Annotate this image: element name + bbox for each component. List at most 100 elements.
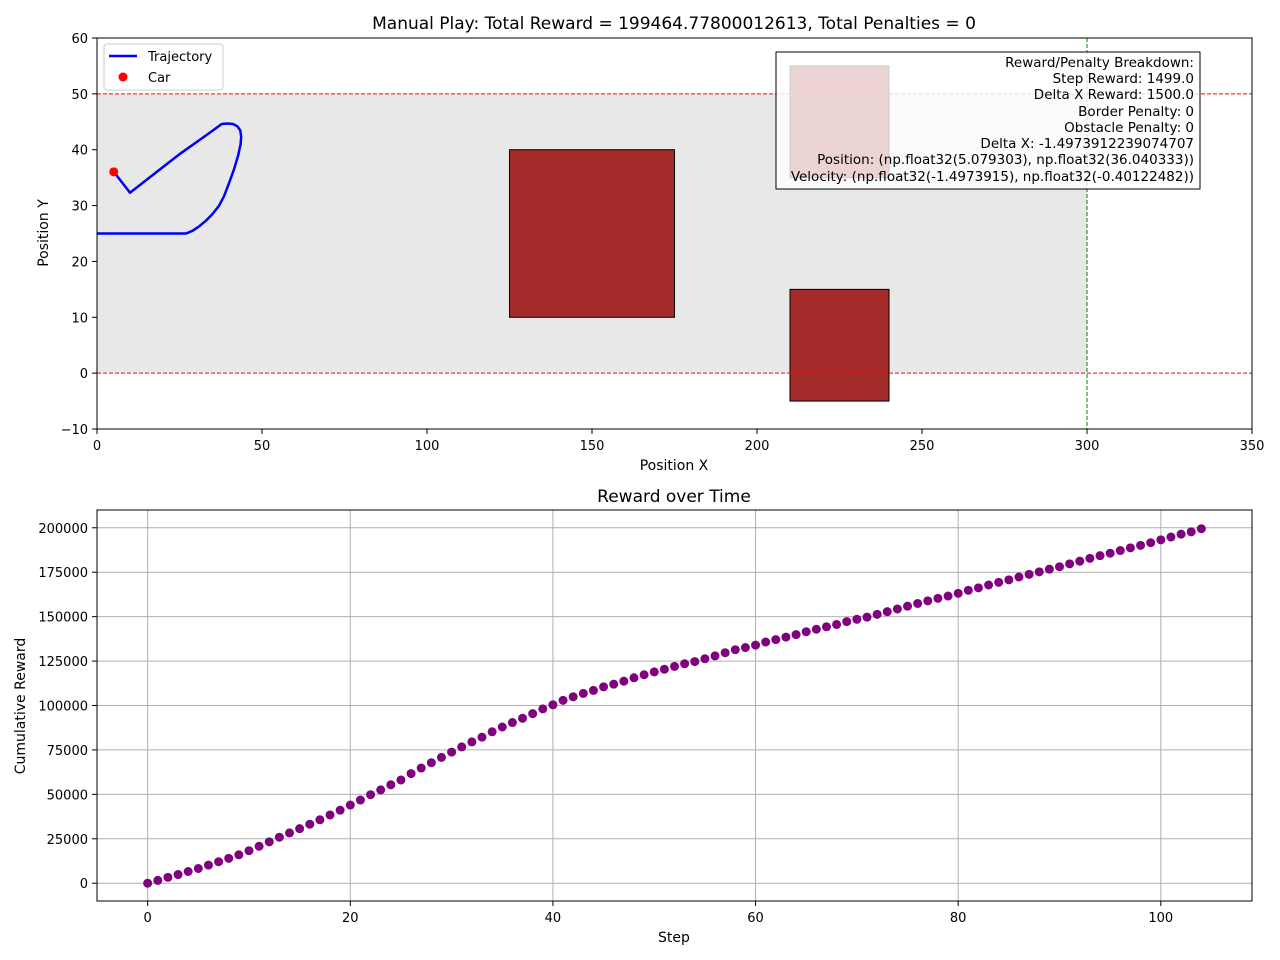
reward-point (801, 627, 811, 637)
info-line-border-penalty: Border Penalty: 0 (1078, 104, 1194, 120)
reward-point (649, 667, 659, 677)
reward-point (193, 863, 203, 873)
reward-point (862, 612, 872, 622)
reward-point (771, 635, 781, 645)
top-x-tick-label: 350 (1240, 439, 1265, 454)
reward-point (477, 732, 487, 742)
trajectory-plot: Manual Play: Total Reward = 199464.77800… (36, 14, 1264, 474)
reward-point (1156, 535, 1166, 545)
reward-point (538, 704, 548, 714)
info-line-delta-x-reward: Delta X Reward: 1500.0 (1034, 87, 1194, 103)
reward-point (426, 758, 436, 768)
reward-point (1196, 524, 1206, 534)
top-y-tick-label: 20 (71, 255, 88, 270)
reward-point (305, 819, 315, 829)
reward-point (751, 640, 761, 650)
top-x-tick-label: 150 (580, 439, 605, 454)
bottom-y-tick-label: 50000 (47, 788, 88, 803)
reward-point (639, 670, 649, 680)
bottom-plot-content (143, 524, 1206, 888)
reward-point (1186, 527, 1196, 537)
reward-point (406, 769, 416, 779)
reward-point (203, 860, 213, 870)
reward-point (234, 850, 244, 860)
top-y-tick-label: 50 (71, 88, 88, 103)
reward-point (913, 598, 923, 608)
reward-point (943, 591, 953, 601)
reward-point (1034, 567, 1044, 577)
top-x-tick-label: 100 (415, 439, 440, 454)
reward-point (842, 617, 852, 627)
top-plot-frame (96, 37, 1253, 430)
bottom-x-tick-label: 100 (1148, 911, 1173, 926)
reward-point (953, 588, 963, 598)
reward-point (1004, 575, 1014, 585)
reward-point (143, 878, 153, 888)
reward-point (1166, 532, 1176, 542)
legend-car-swatch (118, 72, 128, 82)
bottom-y-tick-label: 100000 (38, 700, 88, 715)
reward-point (285, 828, 294, 838)
reward-point (973, 583, 983, 593)
reward-point (1044, 564, 1054, 574)
bottom-y-tick-label: 175000 (38, 566, 88, 581)
reward-point (761, 637, 771, 647)
reward-point (821, 622, 831, 632)
info-line-step-reward: Step Reward: 1499.0 (1053, 71, 1194, 87)
bottom-x-tick-label: 60 (747, 911, 764, 926)
reward-point (416, 763, 426, 773)
reward-point (588, 685, 598, 695)
bottom-y-tick-label: 200000 (38, 522, 88, 537)
reward-point (548, 700, 558, 710)
reward-point (274, 832, 284, 842)
reward-point (599, 682, 609, 692)
reward-point (882, 607, 892, 617)
bottom-y-axis-label: Cumulative Reward (13, 638, 29, 775)
bottom-y-tick-label: 150000 (38, 611, 88, 626)
reward-point (1065, 559, 1075, 569)
reward-point (1125, 543, 1135, 553)
info-box-frame (775, 51, 1201, 190)
bottom-x-tick-label: 20 (342, 911, 359, 926)
reward-point (578, 688, 588, 698)
obstacle-2 (789, 288, 890, 402)
bottom-x-axis-label: Step (658, 930, 690, 946)
reward-breakdown-box: Reward/Penalty Breakdown: Step Reward: 1… (775, 51, 1201, 190)
reward-point (376, 785, 386, 795)
reward-point (659, 664, 669, 674)
top-x-tick-label: 0 (93, 439, 101, 454)
top-y-tick-label: −10 (61, 423, 88, 438)
reward-point (366, 790, 376, 800)
reward-plot: Reward over Time 0 20 40 60 80 100 0 25000 50000… (13, 487, 1253, 946)
reward-point (903, 601, 913, 611)
reward-point (670, 661, 679, 671)
reward-point (295, 824, 305, 834)
reward-point (244, 846, 254, 856)
reward-point (609, 679, 619, 689)
bottom-x-tick-label: 0 (144, 911, 152, 926)
info-line-position: Position: (np.float32(5.079303), np.floa… (817, 152, 1194, 168)
reward-point (1085, 553, 1095, 563)
reward-point (1075, 556, 1085, 566)
reward-point (1024, 569, 1034, 579)
reward-point (224, 853, 234, 863)
reward-point (436, 752, 446, 762)
reward-point (528, 709, 538, 719)
reward-point (355, 795, 365, 805)
reward-point (214, 857, 224, 867)
reward-point (345, 800, 355, 810)
legend-trajectory-label: Trajectory (147, 50, 212, 65)
reward-point (923, 596, 933, 606)
reward-point (832, 619, 842, 629)
top-x-tick-label: 50 (254, 439, 271, 454)
reward-point (507, 718, 517, 728)
bottom-y-tick-label: 75000 (47, 744, 88, 759)
info-line-velocity: Velocity: (np.float32(-1.4973915), np.fl… (791, 169, 1194, 185)
reward-point (447, 747, 457, 757)
reward-point (984, 580, 994, 590)
reward-point (852, 614, 862, 624)
info-line-obstacle-penalty: Obstacle Penalty: 0 (1064, 120, 1194, 136)
reward-point (457, 742, 467, 752)
reward-point (396, 775, 406, 785)
